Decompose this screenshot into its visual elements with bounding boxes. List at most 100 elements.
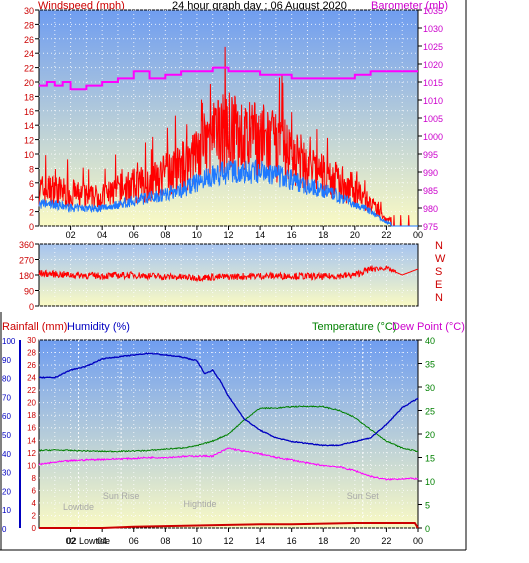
tick-label-temperature-40: 40 [425,336,435,346]
windspeed-axis-title: Windspeed (mph) [38,0,125,12]
tick-label-barometer-1025: 1025 [423,42,443,52]
x-tick-label-temp-06: 06 [129,536,139,546]
tick-label-temperature-35: 35 [425,360,435,370]
tick-label-direction-0: 0 [29,302,34,312]
tick-label-direction-90: 90 [24,287,34,297]
tick-label-temperature-10: 10 [425,477,435,487]
labels-layer: Lowtide Sun Rise Hightide Sun Set 02 Lowtide [63,491,379,546]
tick-label-windspeed-8: 8 [29,164,34,174]
series-rainfall [39,522,419,529]
x-tick-label-wind-06: 06 [129,230,139,240]
tick-label-windspeed-26: 26 [24,35,34,45]
tick-label-rainfall-18: 18 [27,411,36,420]
tick-label-humidity-0: 0 [2,525,7,534]
x-tick-label-wind-10: 10 [192,230,202,240]
series-direction [38,265,419,283]
event-label-3: Sun Set [347,491,380,501]
tick-label-barometer-1030: 1030 [423,24,443,34]
tick-label-temperature-15: 15 [425,454,435,464]
compass-label-0: N [435,240,443,252]
series-barometer [39,66,418,91]
tick-label-windspeed-10: 10 [24,150,34,160]
tick-label-rainfall-2: 2 [32,511,37,520]
tick-label-direction-270: 270 [19,256,34,266]
x-tick-label-wind-02: 02 [66,230,76,240]
x-tick-label-wind-22: 22 [381,230,391,240]
tick-label-direction-360: 360 [19,240,34,250]
x-tick-label-wind-18: 18 [318,230,328,240]
tick-label-rainfall-22: 22 [27,386,36,395]
x-tick-label-temp-08: 08 [160,536,170,546]
tick-label-temperature-25: 25 [425,407,435,417]
series-layer [38,46,419,529]
tick-label-windspeed-18: 18 [24,92,34,102]
x-tick-label-wind-12: 12 [223,230,233,240]
x-tick-label-temp-18: 18 [318,536,328,546]
compass-label-3: E [435,279,442,291]
tick-label-barometer-1005: 1005 [423,114,443,124]
tick-label-humidity-50: 50 [2,431,11,440]
tick-label-barometer-1010: 1010 [423,96,443,106]
tick-label-temperature-30: 30 [425,383,435,393]
tick-label-rainfall-6: 6 [32,486,37,495]
tick-label-windspeed-22: 22 [24,64,34,74]
tick-label-windspeed-6: 6 [29,179,34,189]
tick-label-humidity-40: 40 [2,450,11,459]
barometer-axis-title: Barometer (mb) [371,0,448,12]
series-average [38,158,418,227]
tick-label-rainfall-10: 10 [27,461,36,470]
tick-label-barometer-975: 975 [423,222,438,232]
tick-label-windspeed-2: 2 [29,208,34,218]
tick-label-barometer-1035: 1035 [423,6,443,16]
tick-label-temperature-20: 20 [425,430,435,440]
temperature-axis-title: Temperature (°C) [312,321,396,333]
x-tick-label-temp-14: 14 [255,536,265,546]
x-tick-label-wind-04: 04 [97,230,107,240]
x-tick-label-wind-08: 08 [160,230,170,240]
tick-label-rainfall-16: 16 [27,424,36,433]
x-tick-label-temp-22: 22 [381,536,391,546]
bottom-event-label-0: 02 Lowtide [66,536,110,546]
tick-label-barometer-1015: 1015 [423,78,443,88]
humidity-axis-title: Humidity (%) [67,321,130,333]
x-tick-label-temp-02: 02 [66,536,76,546]
tick-label-humidity-80: 80 [2,375,11,384]
tick-label-direction-180: 180 [19,271,34,281]
tick-label-rainfall-4: 4 [32,499,37,508]
tick-label-humidity-30: 30 [2,469,11,478]
tick-label-barometer-990: 990 [423,168,438,178]
tick-label-humidity-90: 90 [2,356,11,365]
tick-label-windspeed-30: 30 [24,6,34,16]
tick-label-rainfall-26: 26 [27,361,36,370]
tick-label-rainfall-24: 24 [27,374,36,383]
x-tick-label-temp-16: 16 [287,536,297,546]
series-temperature [38,405,419,453]
series-dewpoint [38,447,419,481]
tick-label-windspeed-28: 28 [24,20,34,30]
tick-label-humidity-60: 60 [2,412,11,421]
tick-label-barometer-1000: 1000 [423,132,443,142]
event-label-0: Lowtide [63,502,94,512]
x-tick-label-wind-00: 00 [413,230,423,240]
tick-label-temperature-0: 0 [425,524,430,534]
chart-title: 24 hour graph day : 06 August 2020 [172,0,347,12]
tick-label-windspeed-4: 4 [29,193,34,203]
compass-label-2: S [435,266,442,278]
tick-label-rainfall-28: 28 [27,349,36,358]
tick-label-barometer-985: 985 [423,186,438,196]
tick-label-humidity-10: 10 [2,506,11,515]
tick-label-windspeed-24: 24 [24,49,34,59]
x-tick-label-temp-00: 00 [413,536,423,546]
tick-label-windspeed-12: 12 [24,136,34,146]
tick-label-temperature-5: 5 [425,501,430,511]
tick-label-windspeed-16: 16 [24,107,34,117]
tick-label-rainfall-14: 14 [27,436,36,445]
tick-label-rainfall-0: 0 [32,524,37,533]
axes-layer: 0246810121416182022242628309759809859909… [2,6,446,546]
x-tick-label-temp-10: 10 [192,536,202,546]
tick-label-windspeed-14: 14 [24,121,34,131]
tick-label-humidity-20: 20 [2,487,11,496]
dewpoint-axis-title: Dew Point (°C) [392,321,465,333]
